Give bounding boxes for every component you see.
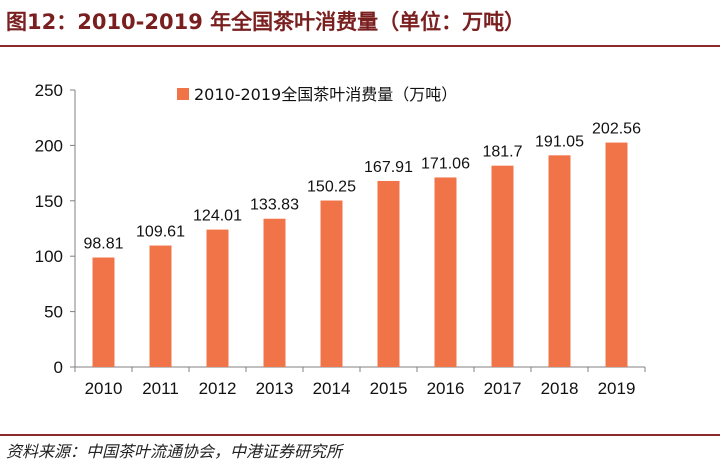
x-tick-label: 2011 [142,379,179,398]
y-tick-label: 100 [35,247,63,266]
bar [92,257,115,367]
x-tick-label: 2018 [541,379,579,398]
y-tick-label: 0 [54,358,63,377]
x-tick-label: 2019 [598,379,636,398]
legend: 2010-2019全国茶叶消费量（万吨） [177,85,457,104]
x-tick-label: 2010 [85,379,123,398]
legend-swatch [177,88,189,100]
source-note: 资料来源：中国茶叶流通协会，中港证券研究所 [6,442,343,461]
x-tick-label: 2017 [484,379,522,398]
source-rule [0,434,720,436]
legend-label: 2010-2019全国茶叶消费量（万吨） [194,85,457,104]
y-tick-label: 200 [35,136,63,155]
x-tick-label: 2016 [427,379,465,398]
bar [377,180,400,367]
bar [548,155,571,367]
data-label: 150.25 [307,179,356,196]
y-tick-label: 250 [35,81,63,100]
bar [149,245,172,367]
data-labels: 98.81 109.61 124.01 133.83 150.25 167.91 171.0… [83,121,641,253]
bar [434,177,457,367]
bar [491,165,514,367]
bar [320,200,343,367]
figure-title: 图12：2010-2019 年全国茶叶消费量（单位：万吨） [6,10,526,34]
bars [92,142,628,367]
bar [263,218,286,367]
data-label: 109.61 [136,224,185,241]
y-axis: 0 50 100 150 200 250 [35,81,76,377]
data-label: 167.91 [364,159,413,176]
data-label: 181.7 [482,144,522,161]
data-label: 202.56 [592,121,641,138]
chart-area: 0 50 100 150 200 250 2010 2011 2012 2013 2014 2015… [0,47,720,417]
y-tick-label: 150 [35,192,63,211]
data-label: 124.01 [193,208,242,225]
data-label: 98.81 [83,236,123,253]
x-axis: 2010 2011 2012 2013 2014 2015 2016 2017 2018 2019 [74,366,646,398]
data-label: 171.06 [421,155,470,172]
bar [605,142,628,367]
bar-chart: 0 50 100 150 200 250 2010 2011 2012 2013 2014 2015… [35,81,646,398]
data-label: 133.83 [250,197,299,214]
x-tick-label: 2013 [256,379,294,398]
title-rule [0,45,720,47]
x-tick-label: 2015 [370,379,408,398]
data-label: 191.05 [535,133,584,150]
x-tick-label: 2012 [199,379,237,398]
x-tick-label: 2014 [313,379,351,398]
y-tick-label: 50 [44,303,63,322]
bar [206,229,229,367]
